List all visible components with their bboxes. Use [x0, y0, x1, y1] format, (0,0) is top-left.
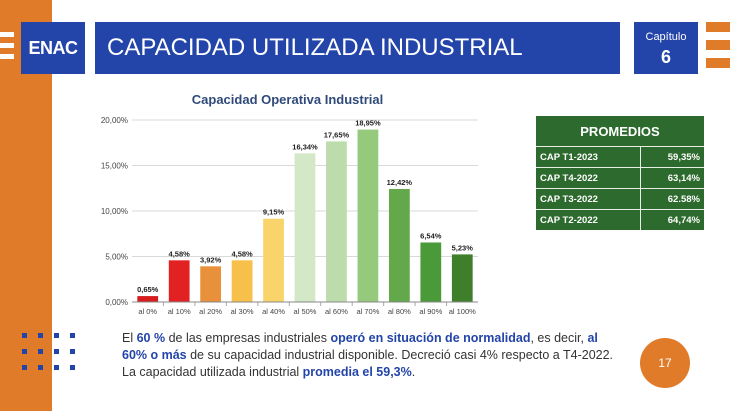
chapter-number: 6: [660, 47, 671, 67]
data-label: 6,54%: [420, 231, 442, 240]
x-tick-label: al 80%: [388, 307, 411, 316]
bar-chart: 0,00% 5,00% 10,00% 15,00% 20,00% 0,65% al 0% 4,…: [101, 116, 478, 316]
x-tick-label: al 50%: [294, 307, 317, 316]
bar: [168, 260, 190, 302]
x-tick-label: al 100%: [449, 307, 476, 316]
y-tick-label: 10,00%: [101, 207, 128, 216]
data-label: 18,95%: [355, 119, 381, 128]
table-row: CAP T1-2023 59,35%: [536, 146, 704, 168]
data-label: 0,65%: [137, 285, 159, 294]
data-label: 16,34%: [292, 142, 318, 151]
data-label: 12,42%: [387, 178, 413, 187]
table-row: CAP T2-2022 64,74%: [536, 209, 704, 230]
table-row: CAP T3-2022 62.58%: [536, 188, 704, 210]
decorative-dots: [22, 333, 82, 393]
bar: [137, 296, 159, 302]
highlight: operó en situación de normalidad: [330, 331, 531, 345]
bar: [326, 141, 347, 302]
x-tick-label: al 40%: [262, 307, 285, 316]
data-label: 17,65%: [324, 130, 350, 139]
data-label: 9,15%: [263, 208, 285, 217]
averages-title: PROMEDIOS: [536, 116, 704, 147]
avg-label: CAP T4-2022: [536, 167, 641, 189]
page-title: CAPACIDAD UTILIZADA INDUSTRIAL: [95, 22, 620, 74]
bar: [420, 242, 442, 302]
avg-value: 64,74%: [639, 209, 704, 230]
highlight: al 60% o más: [122, 331, 598, 362]
text-part: , es decir,: [530, 331, 588, 345]
avg-label: CAP T3-2022: [536, 188, 641, 210]
page-number: 17: [640, 338, 690, 388]
bar: [231, 260, 253, 302]
data-label: 4,58%: [169, 249, 191, 258]
table-row: CAP T4-2022 63,14%: [536, 167, 704, 189]
x-tick-label: al 70%: [356, 307, 379, 316]
data-label: 5,23%: [452, 243, 474, 252]
y-tick-label: 15,00%: [101, 162, 128, 171]
bar: [294, 153, 316, 302]
x-tick-label: al 0%: [138, 307, 157, 316]
text-part: de las empresas industriales: [165, 331, 331, 345]
bar: [200, 266, 222, 302]
text-part: de su capacidad industrial disponible. D…: [122, 348, 614, 379]
chapter-label: Capítulo: [645, 31, 687, 43]
avg-label: CAP T2-2022: [536, 209, 641, 230]
avg-label: CAP T1-2023: [536, 146, 641, 168]
highlight: promedia el 59,3%: [302, 365, 412, 379]
decorative-stripes: [706, 22, 730, 76]
highlight: 60 %: [136, 331, 166, 345]
y-tick-label: 5,00%: [105, 253, 128, 262]
enac-logo: ENAC: [21, 22, 85, 74]
bar: [263, 218, 284, 302]
x-tick-label: al 30%: [231, 307, 254, 316]
y-tick-label: 20,00%: [101, 116, 128, 125]
avg-value: 63,14%: [639, 167, 704, 189]
y-tick-label: 0,00%: [105, 298, 128, 307]
averages-table: PROMEDIOS CAP T1-2023 59,35% CAP T4-2022…: [536, 116, 704, 230]
data-label: 4,58%: [231, 249, 253, 258]
data-label: 3,92%: [200, 255, 222, 264]
text-part: .: [411, 365, 416, 379]
bar: [451, 254, 473, 302]
x-tick-label: al 10%: [168, 307, 191, 316]
x-tick-label: al 20%: [199, 307, 222, 316]
bar: [388, 188, 410, 302]
avg-value: 59,35%: [639, 146, 704, 168]
x-tick-label: al 60%: [325, 307, 348, 316]
logo-stripes: [0, 32, 16, 64]
avg-value: 62.58%: [639, 188, 704, 210]
text-part: El: [122, 331, 137, 345]
bar: [357, 129, 379, 302]
summary-text: El 60 % de las empresas industriales ope…: [122, 330, 622, 381]
chart-title: Capacidad Operativa Industrial: [191, 92, 384, 107]
chapter-badge: Capítulo 6: [634, 22, 698, 74]
x-tick-label: al 90%: [419, 307, 442, 316]
